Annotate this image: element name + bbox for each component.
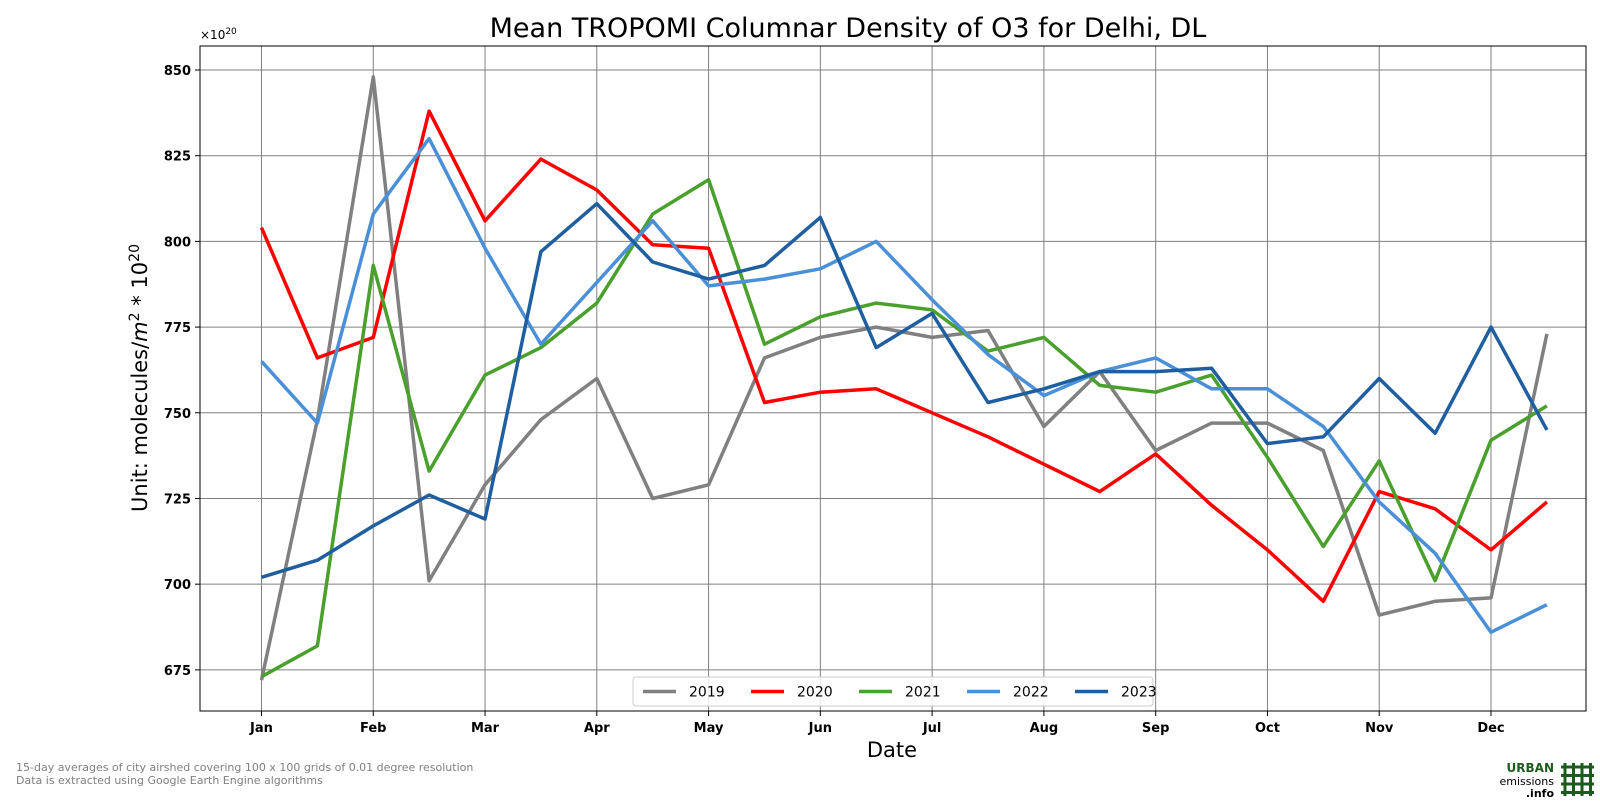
x-tick-label: Apr [584,721,610,736]
x-tick-label: Jul [922,721,942,736]
series-line-2022 [260,136,1548,634]
y-tick-label: 725 [164,492,191,507]
y-tick-label: 700 [164,578,191,593]
x-tick-label: May [694,721,724,736]
legend-label-2021: 2021 [905,685,941,701]
x-axis-label: Date [867,738,917,762]
logo-text-line3: .info [1526,787,1555,800]
legend-label-2019: 2019 [689,685,725,701]
y-tick-label: 825 [164,150,191,165]
footnote-1: 15-day averages of city airshed covering… [16,761,473,774]
legend-label-2023: 2023 [1121,685,1157,701]
x-tick-label: Feb [360,721,386,736]
chart-title: Mean TROPOMI Columnar Density of O3 for … [490,13,1207,44]
offset-text: ×1020 [200,27,237,42]
x-tick-label: Jun [808,721,832,736]
legend-box [632,676,1154,707]
plot-area: Jan Feb Mar Apr May Jun Jul Aug Sep Oct Nov Dec 675 7… [164,45,1587,736]
footnote-2: Data is extracted using Google Earth Eng… [16,774,323,787]
logo-text-line2: emissions [1500,775,1555,788]
legend: 2019 2020 2021 2022 2023 [632,676,1157,707]
x-tick-label: Jan [249,721,273,736]
y-axis-label: Unit: molecules/m2 * 1020 [127,244,152,512]
urban-emissions-logo: URBAN emissions .info [1500,761,1594,800]
x-tick-label: Aug [1030,721,1059,736]
y-tick-label: 800 [164,235,191,250]
logo-grid-icon [1561,763,1594,796]
x-tick-label: Sep [1142,721,1170,736]
series-line-2021 [260,177,1548,679]
y-tick-label: 675 [164,664,191,679]
series-line-2019 [259,75,1549,681]
series-line-2020 [259,109,1549,604]
y-tick-label: 850 [164,64,191,79]
x-tick-label: Mar [471,721,500,736]
y-tick-label: 750 [164,407,191,422]
x-tick-label: Nov [1365,721,1394,736]
legend-label-2020: 2020 [797,685,833,701]
series-line-2023 [260,201,1549,579]
legend-label-2022: 2022 [1013,685,1049,701]
x-tick-label: Oct [1255,721,1280,736]
y-tick-label: 775 [164,321,191,336]
x-tick-label: Dec [1477,721,1504,736]
logo-text-line1: URBAN [1507,761,1554,775]
axes-frame [199,45,1587,712]
